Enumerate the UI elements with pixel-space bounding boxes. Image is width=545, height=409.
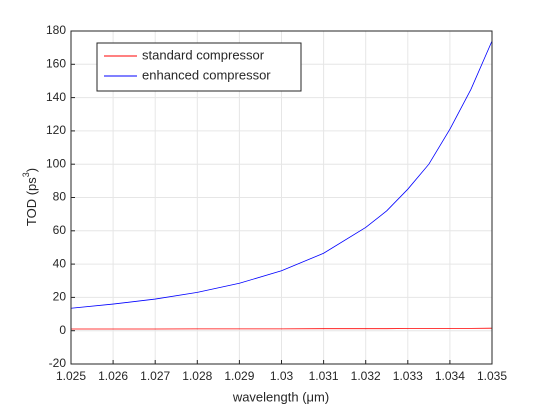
x-tick-label: 1.028	[182, 369, 212, 383]
x-tick-label: 1.032	[351, 369, 381, 383]
x-tick-label: 1.03	[270, 369, 294, 383]
y-axis-label-main: TOD (ps	[24, 177, 39, 226]
x-tick-label: 1.033	[393, 369, 423, 383]
legend-box	[96, 42, 302, 92]
x-tick-label: 1.034	[435, 369, 465, 383]
x-tick-label: 1.027	[140, 369, 170, 383]
legend-label: enhanced compressor	[142, 67, 271, 82]
x-axis-label: wavelength (μm)	[232, 389, 329, 404]
x-tick-label: 1.035	[477, 369, 507, 383]
y-tick-label: 160	[46, 56, 66, 70]
legend: standard compressor enhanced compressor	[96, 42, 302, 92]
series-line	[70, 40, 493, 309]
y-axis-label: TOD (ps3)	[21, 168, 39, 226]
x-tick-label: 1.029	[224, 369, 254, 383]
y-tick-label: -20	[49, 356, 67, 370]
y-tick-label: 140	[46, 90, 66, 104]
y-tick-label: 80	[53, 190, 67, 204]
legend-label: standard compressor	[142, 47, 265, 62]
y-tick-label: 120	[46, 123, 66, 137]
x-tick-label: 1.031	[309, 369, 339, 383]
y-tick-label: 60	[53, 223, 67, 237]
series-line	[71, 327, 493, 330]
y-tick-label: 0	[59, 323, 66, 337]
y-tick-label: 20	[53, 290, 67, 304]
y-tick-label: 40	[53, 256, 67, 270]
x-tick-label: 1.025	[56, 369, 86, 383]
axes-box	[70, 30, 493, 365]
y-axis-label-end: )	[24, 168, 39, 172]
x-tick-label: 1.026	[98, 369, 128, 383]
y-tick-label: 100	[46, 156, 66, 170]
y-axis-label-sup: 3	[21, 172, 31, 177]
y-tick-label: 180	[46, 23, 66, 37]
